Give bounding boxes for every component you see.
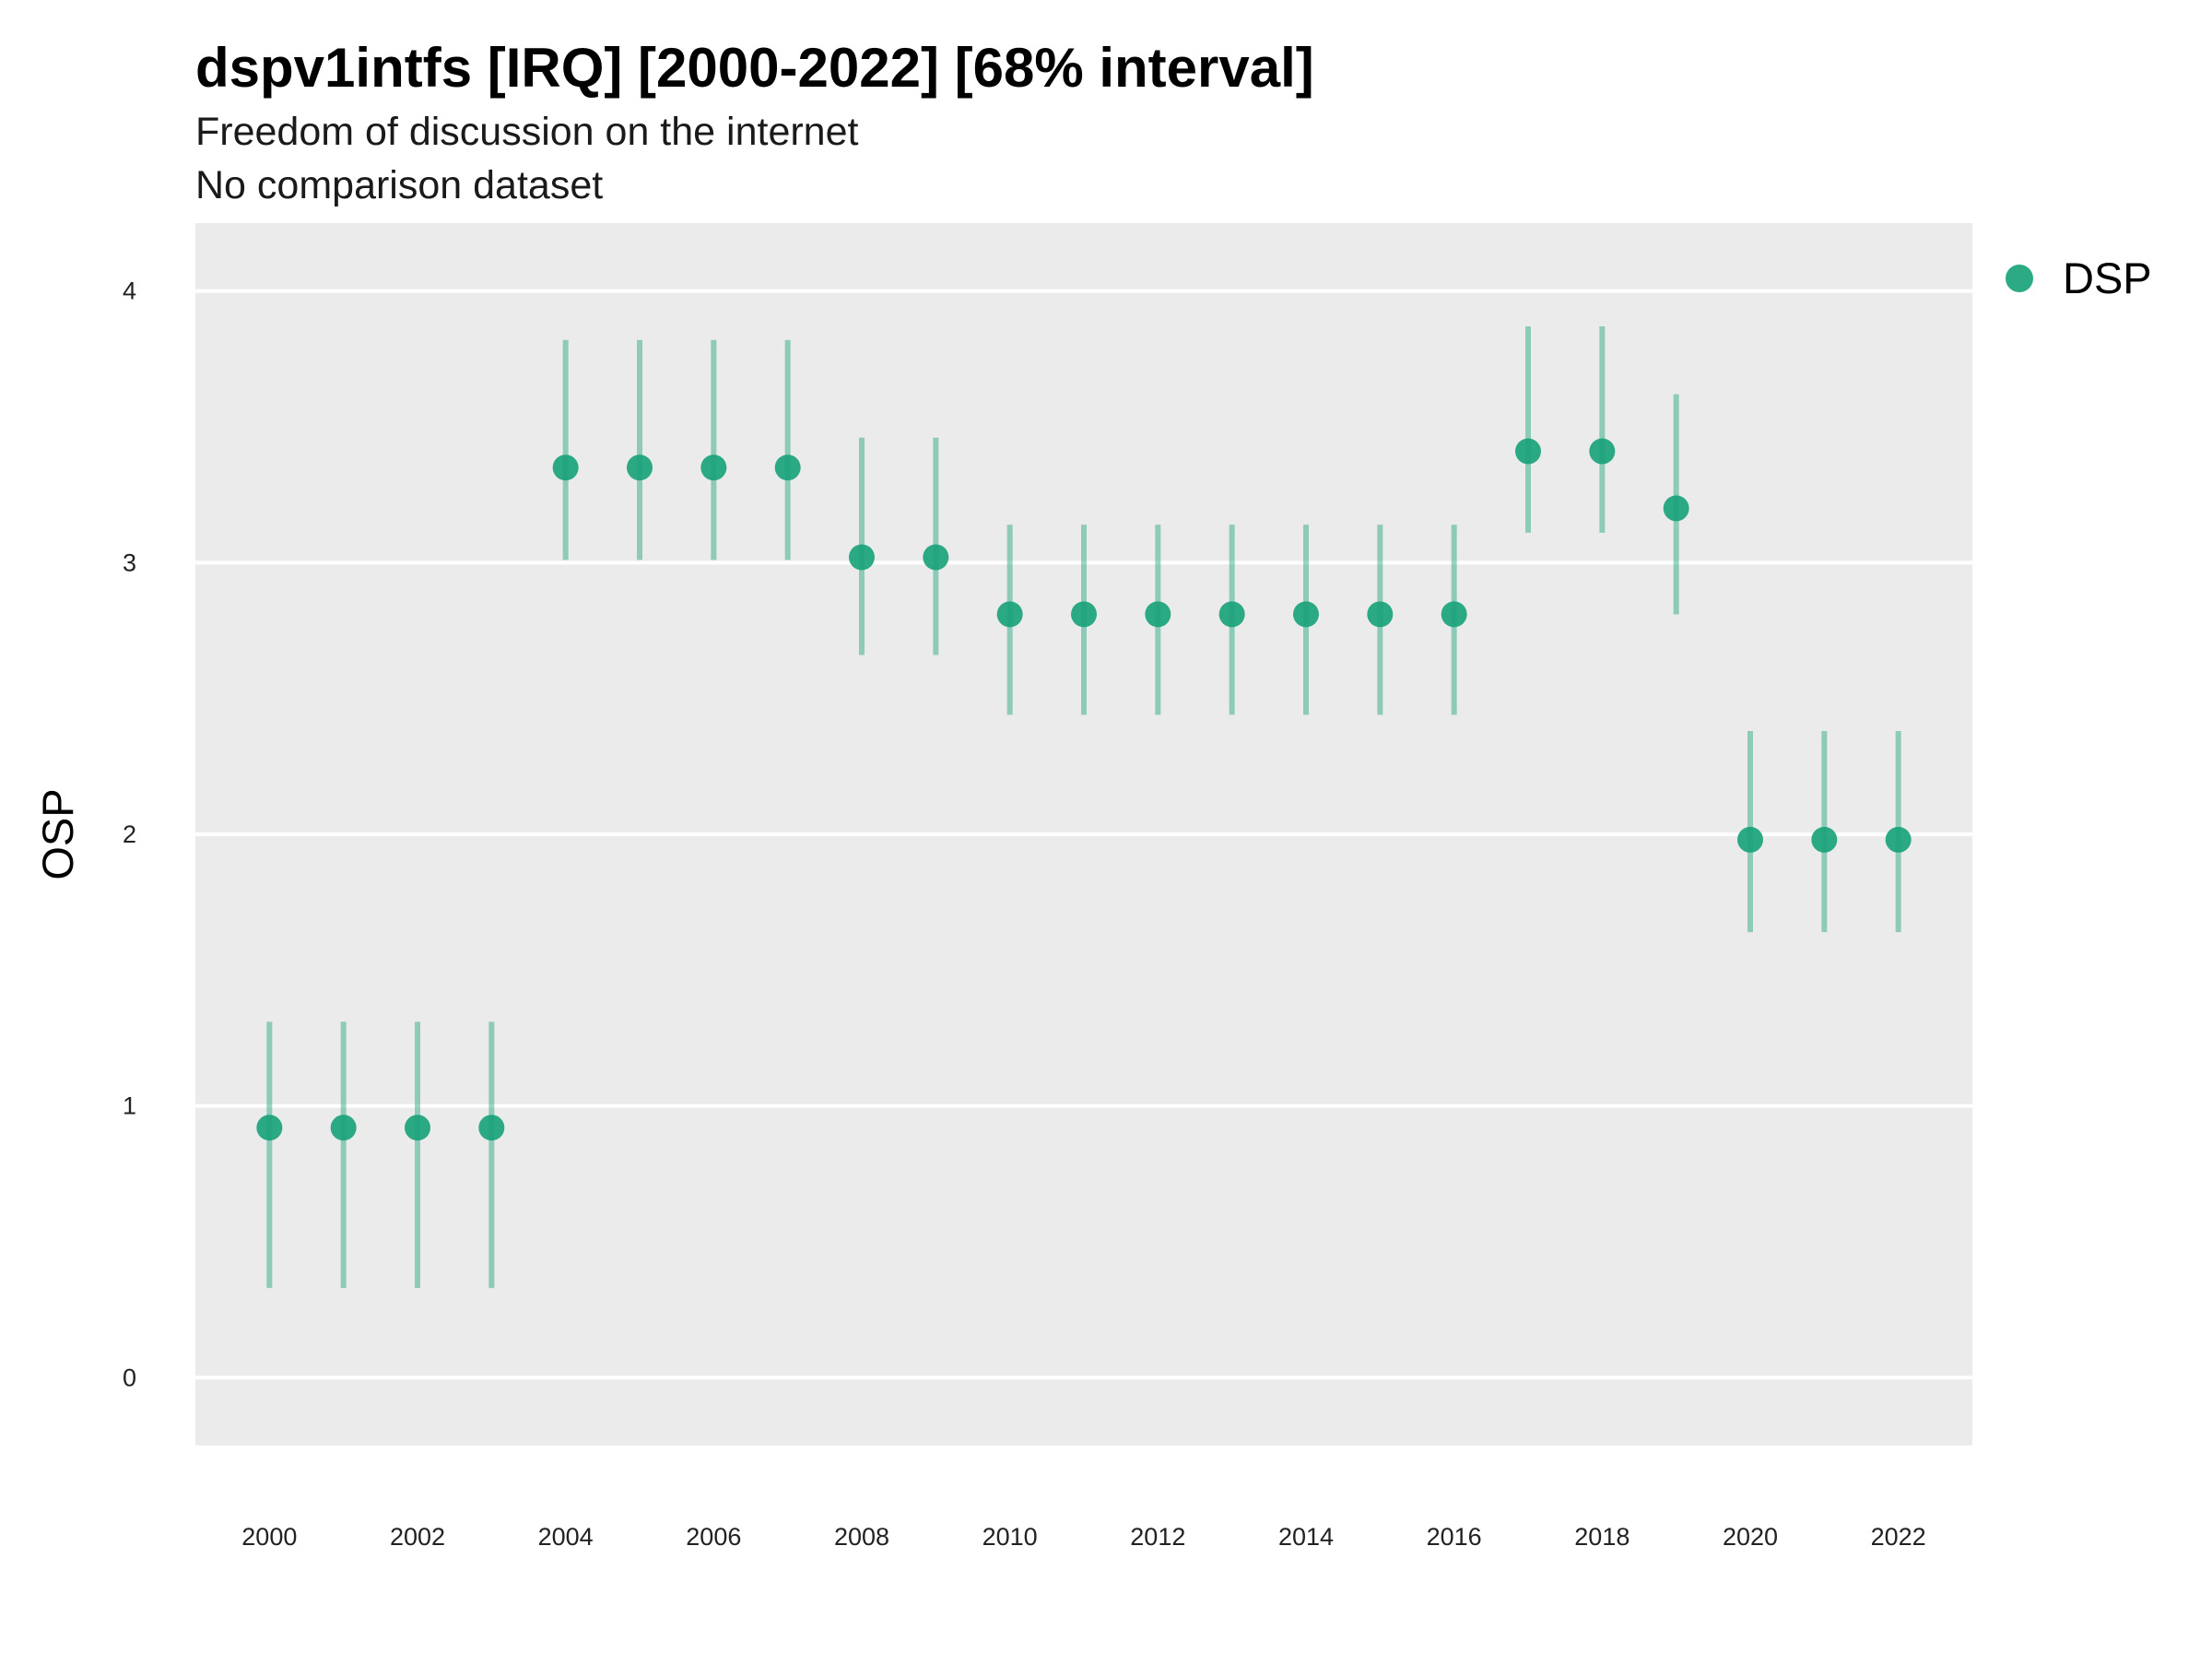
x-tick-label-2014: 2014 <box>1278 1523 1334 1551</box>
x-tick-label-2012: 2012 <box>1130 1523 1185 1551</box>
data-point-2005 <box>627 454 653 481</box>
y-tick-label-1: 1 <box>123 1092 136 1120</box>
y-axis-label: OSP <box>33 788 82 879</box>
data-point-2022 <box>1885 826 1912 853</box>
chart-subtitle-2: No comparison dataset <box>195 163 603 207</box>
x-tick-labels: 2000 2002 2004 2006 2008 2010 2012 2014 2016 2018… <box>241 1523 1925 1551</box>
data-points <box>256 438 1912 1141</box>
x-tick-label-2008: 2008 <box>834 1523 889 1551</box>
data-point-2012 <box>1145 601 1171 628</box>
data-point-2016 <box>1441 601 1467 628</box>
data-point-2019 <box>1663 495 1689 522</box>
y-tick-label-3: 3 <box>123 549 136 576</box>
data-point-2002 <box>405 1115 430 1141</box>
data-point-2006 <box>700 454 727 481</box>
data-point-2004 <box>552 454 579 481</box>
x-tick-label-2010: 2010 <box>982 1523 1038 1551</box>
data-point-2003 <box>478 1115 505 1141</box>
x-tick-label-2000: 2000 <box>241 1523 297 1551</box>
y-tick-label-0: 0 <box>123 1363 136 1391</box>
data-point-2011 <box>1071 601 1097 628</box>
x-tick-label-2022: 2022 <box>1871 1523 1926 1551</box>
data-point-2017 <box>1515 438 1541 465</box>
data-point-2014 <box>1293 601 1319 628</box>
data-point-2007 <box>774 454 801 481</box>
x-tick-label-2006: 2006 <box>686 1523 741 1551</box>
x-tick-label-2020: 2020 <box>1723 1523 1778 1551</box>
x-tick-label-2018: 2018 <box>1574 1523 1630 1551</box>
data-point-2021 <box>1811 826 1838 853</box>
legend: DSP <box>2006 254 2152 302</box>
data-point-2018 <box>1589 438 1616 465</box>
x-tick-label-2002: 2002 <box>390 1523 445 1551</box>
data-point-2010 <box>996 601 1023 628</box>
data-point-2008 <box>849 544 875 571</box>
data-point-2015 <box>1367 601 1394 628</box>
chart-title: dspv1intfs [IRQ] [2000-2022] [68% interv… <box>195 37 1314 99</box>
legend-marker-dsp <box>2006 265 2033 292</box>
y-tick-label-4: 4 <box>123 277 136 305</box>
data-point-2013 <box>1218 601 1245 628</box>
x-tick-label-2004: 2004 <box>538 1523 594 1551</box>
y-tick-label-2: 2 <box>123 820 136 848</box>
data-point-2020 <box>1737 826 1763 853</box>
chart-subtitle: Freedom of discussion on the internet <box>195 110 859 154</box>
x-tick-label-2016: 2016 <box>1427 1523 1482 1551</box>
y-tick-labels: 0 1 2 3 4 <box>123 277 136 1392</box>
data-point-2000 <box>256 1115 283 1141</box>
data-point-2009 <box>923 544 949 571</box>
data-point-2001 <box>330 1115 357 1141</box>
grid-lines <box>195 289 1972 1380</box>
legend-label-dsp: DSP <box>2063 254 2152 302</box>
